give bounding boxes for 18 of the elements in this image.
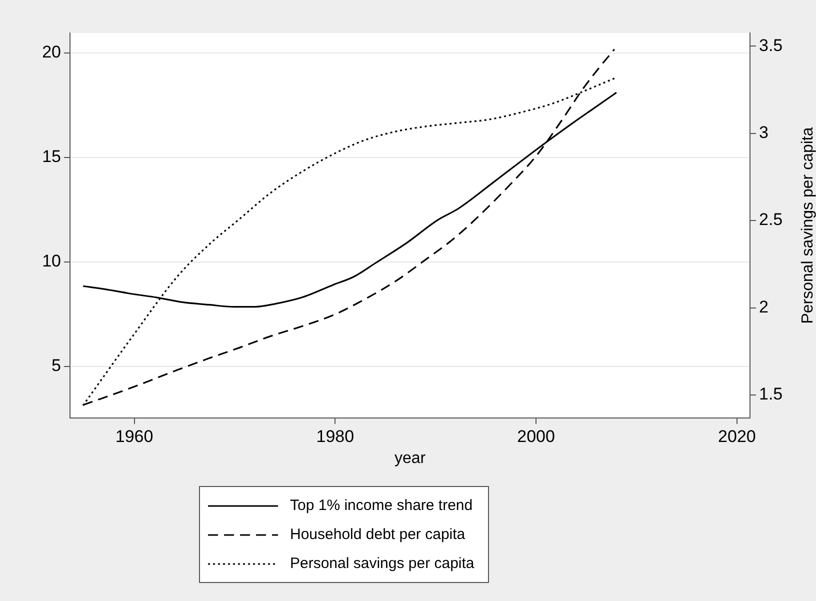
x-axis-title: year [394, 450, 426, 467]
y2-tick-label: 2 [759, 297, 768, 316]
y2-axis-title: Personal savings per capita [799, 127, 816, 324]
y2-tick-label: 1.5 [759, 384, 783, 404]
x-tick-label: 2020 [718, 426, 756, 446]
legend-label: Personal savings per capita [290, 555, 474, 572]
x-tick-label: 1960 [115, 426, 154, 446]
x-tick-label: 1980 [316, 426, 354, 446]
y-tick-label: 20 [42, 42, 61, 62]
y-tick-label: 5 [52, 356, 61, 376]
legend-label: Top 1% income share trend [290, 497, 473, 514]
y2-tick-label: 2.5 [759, 210, 783, 230]
legend-label: Household debt per capita [290, 526, 466, 543]
y2-tick-label: 3 [759, 122, 768, 142]
x-tick-label: 2000 [517, 426, 555, 446]
y2-tick-label: 3.5 [759, 36, 783, 55]
y-tick-label: 10 [42, 252, 61, 271]
y-tick-label: 15 [42, 147, 61, 166]
